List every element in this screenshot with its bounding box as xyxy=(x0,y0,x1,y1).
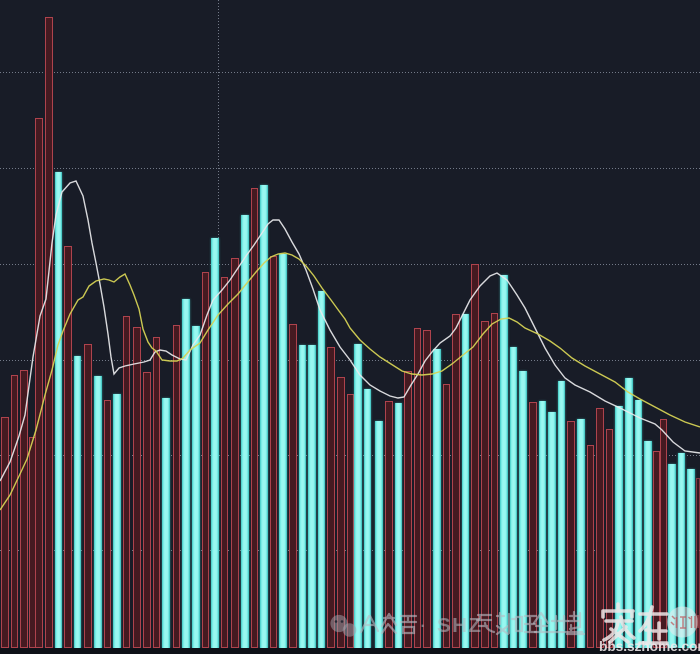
svg-text:SHZ: SHZ xyxy=(437,614,483,637)
svg-text:bbs.szhome.com: bbs.szhome.com xyxy=(599,639,700,654)
svg-text:·: · xyxy=(419,612,426,637)
